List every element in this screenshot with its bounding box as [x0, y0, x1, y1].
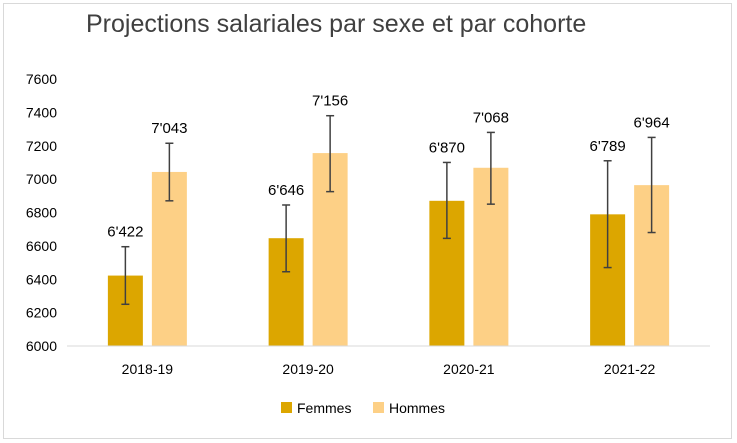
x-tick-label: 2019-20 [282, 361, 334, 377]
y-tick-label: 7600 [26, 71, 57, 87]
legend-swatch-hommes [373, 402, 384, 413]
chart-title: Projections salariales par sexe et par c… [86, 10, 587, 38]
y-tick-label: 6200 [26, 305, 57, 321]
error-bar [486, 131, 495, 205]
data-label: 6'789 [590, 138, 626, 155]
y-tick-label: 7400 [26, 104, 57, 120]
data-label: 6'964 [634, 114, 670, 131]
legend-swatch-femmes [281, 402, 292, 413]
data-label: 6'646 [268, 182, 304, 199]
error-bar [442, 161, 451, 240]
error-bar [282, 204, 291, 273]
y-tick-label: 6800 [26, 205, 57, 221]
data-label: 7'043 [151, 120, 187, 137]
y-tick-label: 6400 [26, 271, 57, 287]
data-label: 7'068 [473, 109, 509, 126]
plot-area: 6'422 7'043 6'646 7'156 6'870 7'068 6'789 6'964 [107, 93, 670, 346]
x-tick-label: 2021-22 [604, 361, 656, 377]
y-tick-label: 7200 [26, 138, 57, 154]
error-bar [326, 114, 335, 193]
y-tick-label: 6000 [26, 338, 57, 354]
data-label: 6'870 [429, 139, 465, 156]
legend-label-femmes: Femmes [297, 400, 351, 416]
data-label: 6'422 [107, 224, 143, 241]
x-axis: 2018-19 2019-20 2020-21 2021-22 [67, 345, 710, 377]
legend: Femmes Hommes [281, 400, 445, 416]
y-axis: 6000 6200 6400 6600 6800 7000 7200 7400 7600 [26, 71, 57, 354]
error-bar [603, 160, 612, 269]
x-tick-label: 2020-21 [443, 361, 495, 377]
error-bar [647, 136, 656, 234]
y-tick-label: 7000 [26, 171, 57, 187]
data-label: 7'156 [312, 93, 348, 110]
error-bar [121, 245, 130, 306]
legend-label-hommes: Hommes [389, 400, 445, 416]
error-bar [165, 142, 174, 202]
y-tick-label: 6600 [26, 238, 57, 254]
x-tick-label: 2018-19 [122, 361, 174, 377]
